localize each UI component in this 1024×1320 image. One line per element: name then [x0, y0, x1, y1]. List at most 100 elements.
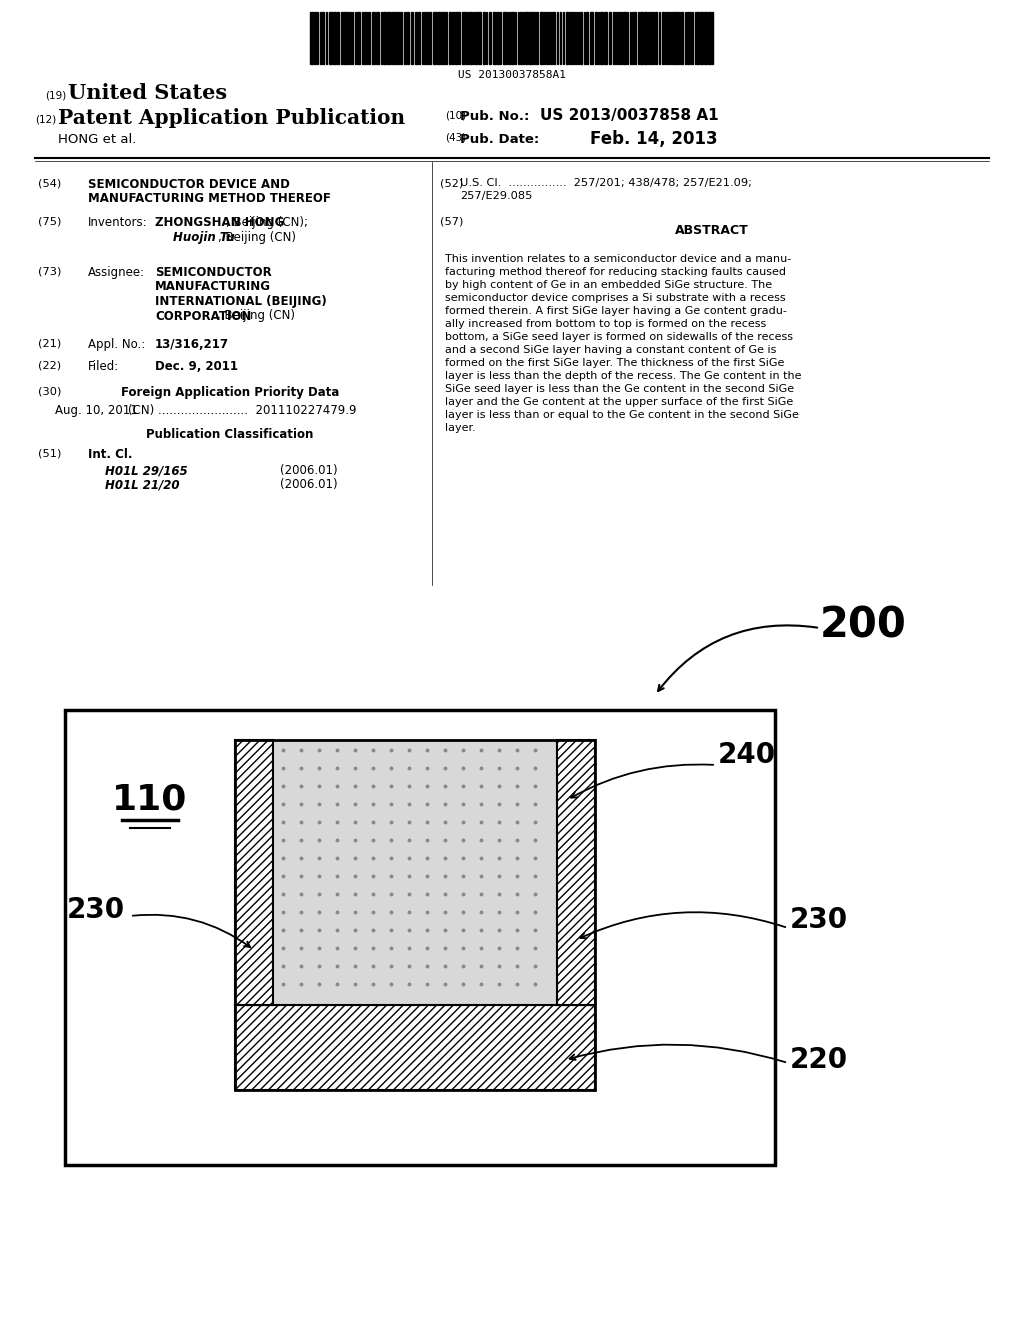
- Text: (2006.01): (2006.01): [280, 465, 338, 477]
- Text: 220: 220: [790, 1045, 848, 1074]
- Text: layer is less than the depth of the recess. The Ge content in the: layer is less than the depth of the rece…: [445, 371, 802, 381]
- Bar: [609, 12, 611, 63]
- Bar: [415, 12, 417, 63]
- Text: Int. Cl.: Int. Cl.: [88, 447, 132, 461]
- Bar: [333, 12, 336, 63]
- Text: Assignee:: Assignee:: [88, 267, 145, 279]
- Bar: [341, 12, 343, 63]
- Bar: [411, 12, 413, 63]
- Text: ABSTRACT: ABSTRACT: [675, 224, 749, 238]
- Text: CORPORATION: CORPORATION: [155, 309, 251, 322]
- Bar: [566, 12, 568, 63]
- Bar: [273, 741, 557, 1005]
- Bar: [455, 12, 458, 63]
- Text: INTERNATIONAL (BEIJING): INTERNATIONAL (BEIJING): [155, 294, 327, 308]
- Bar: [590, 12, 593, 63]
- Text: ally increased from bottom to top is formed on the recess: ally increased from bottom to top is for…: [445, 319, 766, 329]
- Text: (73): (73): [38, 267, 61, 276]
- Text: Dec. 9, 2011: Dec. 9, 2011: [155, 360, 238, 374]
- Text: SEMICONDUCTOR DEVICE AND: SEMICONDUCTOR DEVICE AND: [88, 178, 290, 191]
- Bar: [511, 12, 514, 63]
- Bar: [387, 12, 390, 63]
- Text: layer is less than or equal to the Ge content in the second SiGe: layer is less than or equal to the Ge co…: [445, 411, 799, 420]
- Text: Pub. Date:: Pub. Date:: [460, 133, 540, 147]
- Bar: [604, 12, 607, 63]
- Bar: [503, 12, 506, 63]
- Text: This invention relates to a semiconductor device and a manu-: This invention relates to a semiconducto…: [445, 253, 792, 264]
- Bar: [475, 12, 477, 63]
- Bar: [655, 12, 657, 63]
- Bar: [357, 12, 360, 63]
- Text: (10): (10): [445, 110, 466, 120]
- Text: Filed:: Filed:: [88, 360, 119, 374]
- Bar: [445, 12, 447, 63]
- Bar: [536, 12, 538, 63]
- Bar: [571, 12, 573, 63]
- Bar: [322, 12, 324, 63]
- Bar: [544, 12, 546, 63]
- Text: 257/E29.085: 257/E29.085: [460, 191, 532, 202]
- Bar: [314, 12, 316, 63]
- Bar: [391, 12, 393, 63]
- Text: 13/316,217: 13/316,217: [155, 338, 229, 351]
- Text: Patent Application Publication: Patent Application Publication: [58, 108, 406, 128]
- Text: bottom, a SiGe seed layer is formed on sidewalls of the recess: bottom, a SiGe seed layer is formed on s…: [445, 333, 793, 342]
- Bar: [329, 12, 332, 63]
- Text: (52): (52): [440, 178, 463, 187]
- Bar: [394, 12, 396, 63]
- Bar: [462, 12, 465, 63]
- Text: (51): (51): [38, 447, 61, 458]
- Bar: [672, 12, 674, 63]
- Text: SiGe seed layer is less than the Ge content in the second SiGe: SiGe seed layer is less than the Ge cont…: [445, 384, 795, 393]
- Bar: [640, 12, 643, 63]
- Bar: [452, 12, 454, 63]
- Bar: [337, 12, 339, 63]
- Text: by high content of Ge in an embedded SiGe structure. The: by high content of Ge in an embedded SiG…: [445, 280, 772, 290]
- Bar: [234, 1005, 595, 1090]
- Bar: [483, 12, 485, 63]
- Bar: [437, 12, 440, 63]
- Text: , Beijing (CN);: , Beijing (CN);: [226, 216, 308, 228]
- Text: layer and the Ge content at the upper surface of the first SiGe: layer and the Ge content at the upper su…: [445, 397, 794, 407]
- Bar: [705, 12, 707, 63]
- Bar: [708, 12, 710, 63]
- Bar: [557, 741, 595, 1005]
- Text: (57): (57): [440, 216, 464, 226]
- Text: MANUFACTURING: MANUFACTURING: [155, 281, 271, 293]
- Bar: [234, 741, 273, 1005]
- Text: (30): (30): [38, 385, 61, 396]
- Text: Foreign Application Priority Data: Foreign Application Priority Data: [121, 385, 339, 399]
- Text: Huojin Tu: Huojin Tu: [173, 231, 234, 243]
- Text: (43): (43): [445, 133, 466, 143]
- Text: HONG et al.: HONG et al.: [58, 133, 136, 147]
- Bar: [429, 12, 431, 63]
- Text: Inventors:: Inventors:: [88, 216, 147, 228]
- Text: formed on the first SiGe layer. The thickness of the first SiGe: formed on the first SiGe layer. The thic…: [445, 358, 784, 368]
- Text: 230: 230: [790, 906, 848, 935]
- Text: , Beijing (CN): , Beijing (CN): [217, 309, 295, 322]
- Bar: [525, 12, 528, 63]
- Bar: [700, 12, 703, 63]
- Bar: [493, 12, 496, 63]
- Bar: [469, 12, 472, 63]
- Bar: [372, 12, 375, 63]
- Text: layer.: layer.: [445, 422, 476, 433]
- Bar: [662, 12, 664, 63]
- Bar: [553, 12, 555, 63]
- Text: (75): (75): [38, 216, 61, 226]
- Bar: [478, 12, 481, 63]
- Bar: [697, 12, 699, 63]
- Bar: [529, 12, 532, 63]
- Bar: [711, 12, 713, 63]
- Text: Appl. No.:: Appl. No.:: [88, 338, 145, 351]
- Bar: [595, 12, 597, 63]
- Text: H01L 21/20: H01L 21/20: [105, 478, 179, 491]
- Text: U.S. Cl.  ................  257/201; 438/478; 257/E21.09;: U.S. Cl. ................ 257/201; 438/4…: [460, 178, 752, 187]
- Text: SEMICONDUCTOR: SEMICONDUCTOR: [155, 267, 271, 279]
- Bar: [675, 12, 678, 63]
- Bar: [441, 12, 444, 63]
- Bar: [618, 12, 620, 63]
- Bar: [534, 12, 535, 63]
- Bar: [540, 12, 543, 63]
- Bar: [344, 12, 347, 63]
